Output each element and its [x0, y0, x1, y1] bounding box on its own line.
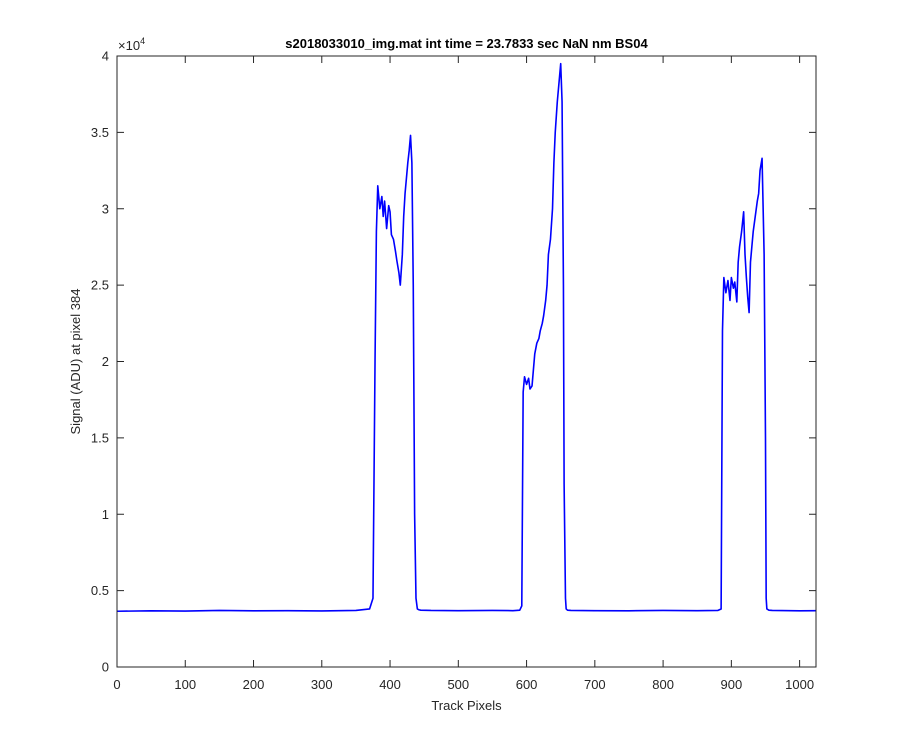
x-axis-label: Track Pixels: [431, 698, 502, 713]
x-tick-label: 900: [721, 677, 743, 692]
y-tick-label: 1: [102, 507, 109, 522]
y-tick-label: 2.5: [91, 278, 109, 293]
y-tick-label: 0.5: [91, 583, 109, 598]
y-tick-label: 0: [102, 660, 109, 675]
plot-area: [117, 56, 816, 667]
plot-frame: [116, 55, 817, 668]
y-tick-label: 4: [102, 49, 109, 64]
x-tick-label: 800: [652, 677, 674, 692]
x-tick-label: 1000: [785, 677, 814, 692]
x-tick-label: 200: [243, 677, 265, 692]
y-exponent-label: ×104: [118, 36, 145, 53]
y-tick-label: 1.5: [91, 430, 109, 445]
x-tick-label: 700: [584, 677, 606, 692]
y-tick-label: 3: [102, 201, 109, 216]
x-tick-label: 600: [516, 677, 538, 692]
y-tick-label: 2: [102, 354, 109, 369]
x-tick-label: 100: [174, 677, 196, 692]
x-tick-label: 500: [447, 677, 469, 692]
x-tick-label: 400: [379, 677, 401, 692]
x-tick-label: 300: [311, 677, 333, 692]
y-axis-label: Signal (ADU) at pixel 384: [68, 289, 83, 435]
y-tick-label: 3.5: [91, 125, 109, 140]
x-tick-label: 0: [113, 677, 120, 692]
y-exponent-base: ×10: [118, 38, 140, 53]
y-exponent-power: 4: [140, 36, 145, 46]
chart-title: s2018033010_img.mat int time = 23.7833 s…: [285, 36, 648, 51]
tick-labels: 0 100 200 300 400 500 600 700 800 900 1000 0 0.5 1 1.5…: [91, 49, 814, 693]
series-line: [116, 62, 817, 613]
